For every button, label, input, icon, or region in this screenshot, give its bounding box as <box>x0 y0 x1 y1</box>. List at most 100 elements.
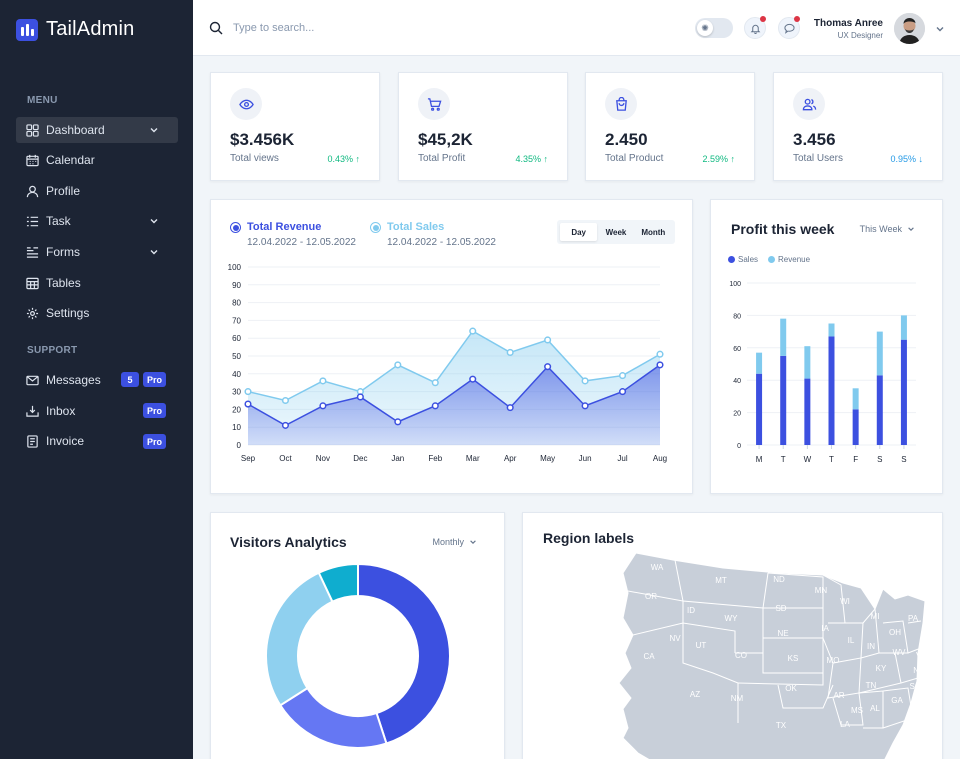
y-tick-label: 10 <box>232 423 241 432</box>
app-name: TailAdmin <box>46 18 135 40</box>
stat-label: Total Product <box>605 153 664 164</box>
data-point <box>618 388 627 396</box>
y-tick-label: 100 <box>228 263 242 272</box>
sidebar-item-profile[interactable]: Profile <box>16 178 178 204</box>
sidebar-item-inbox[interactable]: Inbox <box>16 398 178 424</box>
chat-button[interactable] <box>778 16 800 39</box>
bar <box>876 331 883 376</box>
sidebar-item-forms[interactable]: Forms <box>16 239 178 265</box>
series-area <box>248 364 660 445</box>
donut-slice <box>317 562 359 604</box>
data-point <box>506 348 514 356</box>
notification-button[interactable] <box>744 16 766 39</box>
state-label: MS <box>851 706 863 715</box>
state-label: UT <box>696 641 707 650</box>
donut-slice <box>265 571 334 707</box>
invoice-icon <box>27 434 38 448</box>
x-tick-label: T <box>829 455 834 464</box>
sidebar-item-invoice[interactable]: Invoice <box>16 428 178 454</box>
cart-icon <box>418 88 450 120</box>
pro-badge: Pro <box>143 403 166 418</box>
user-icon <box>26 185 39 197</box>
sidebar-item-settings[interactable]: Settings <box>16 300 178 326</box>
avatar[interactable] <box>894 13 925 44</box>
tab-day[interactable]: Day <box>560 223 598 241</box>
y-tick-label: 0 <box>737 443 741 450</box>
notification-dot <box>760 16 766 22</box>
legend-date-range: 12.04.2022 - 12.05.2022 <box>247 237 356 248</box>
visitors-analytics-card: Visitors Analytics Monthly <box>210 512 505 759</box>
chevron-down-icon <box>150 250 158 255</box>
bar <box>780 318 787 356</box>
sidebar-item-tables[interactable]: Tables <box>16 270 178 296</box>
legend-revenue[interactable]: Revenue <box>768 255 810 264</box>
x-tick-label: Jul <box>617 454 627 463</box>
sidebar-item-dashboard[interactable]: Dashboard <box>16 117 178 143</box>
data-point <box>581 377 589 385</box>
card-title: Profit this week <box>731 221 835 237</box>
data-point <box>356 393 364 401</box>
state-label: OK <box>785 684 797 693</box>
legend-total-sales[interactable]: Total Sales 12.04.2022 - 12.05.2022 <box>370 221 496 248</box>
x-tick-label: F <box>853 455 858 464</box>
dropdown-label: This Week <box>859 224 902 234</box>
state-label: MT <box>715 576 727 585</box>
state-label: MI <box>871 612 880 621</box>
x-tick-label: Nov <box>316 454 330 463</box>
state-label: KY <box>876 664 887 673</box>
sidebar-item-label: Settings <box>46 306 90 320</box>
y-tick-label: 60 <box>232 334 241 343</box>
data-point <box>656 350 664 358</box>
sidebar-item-calendar[interactable]: Calendar <box>16 147 178 173</box>
stat-change: 0.95% ↓ <box>890 154 923 164</box>
sidebar-item-task[interactable]: Task <box>16 208 178 234</box>
data-point <box>618 372 627 380</box>
bar <box>756 352 763 374</box>
x-tick-label: Dec <box>353 454 367 463</box>
forms-icon <box>26 246 39 258</box>
stat-card-profit: $45,2K Total Profit 4.35% ↑ <box>398 72 568 181</box>
legend-label: Total Sales <box>387 221 445 233</box>
pro-badge: Pro <box>143 372 166 387</box>
tab-week[interactable]: Week <box>605 227 627 237</box>
eye-icon <box>230 88 262 120</box>
messages-count-badge: 5 <box>121 372 139 387</box>
y-tick-label: 40 <box>232 370 241 379</box>
search-input[interactable] <box>233 19 433 37</box>
state-label: SD <box>775 604 786 613</box>
state-label: NE <box>777 629 788 638</box>
x-tick-label: T <box>781 455 786 464</box>
us-map: WA OR CA NV MT ID WY UT AZ CO NM ND SD NE KS OK TX MN IA MO… <box>618 552 927 759</box>
bar <box>900 339 907 445</box>
sidebar-item-messages[interactable]: Messages <box>16 367 178 393</box>
data-point <box>469 375 477 383</box>
stat-change: 4.35% ↑ <box>515 154 548 164</box>
dark-mode-toggle[interactable]: ✺ <box>695 18 733 38</box>
state-label: MO <box>827 656 840 665</box>
menu-section-title: MENU <box>27 95 58 106</box>
data-point <box>244 400 252 408</box>
chevron-down-icon[interactable] <box>935 24 945 34</box>
legend-date-range: 12.04.2022 - 12.05.2022 <box>387 237 496 248</box>
y-tick-label: 80 <box>232 299 241 308</box>
y-tick-label: 100 <box>729 281 741 288</box>
tab-month[interactable]: Month <box>641 227 666 237</box>
state-label: IN <box>867 642 875 651</box>
state-label: TX <box>776 721 787 730</box>
support-section-title: SUPPORT <box>27 345 78 356</box>
state-label: PA <box>908 614 919 623</box>
user-name[interactable]: Thomas Anree <box>813 18 883 29</box>
x-tick-label: Apr <box>504 454 517 463</box>
sidebar: TailAdmin MENU Dashboard Calendar Profil… <box>0 0 193 759</box>
search-icon[interactable] <box>209 21 223 35</box>
stat-change: 0.43% ↑ <box>327 154 360 164</box>
x-tick-label: S <box>901 455 906 464</box>
period-dropdown[interactable]: Monthly <box>432 537 477 547</box>
legend-sales[interactable]: Sales <box>728 255 758 264</box>
app-logo[interactable]: TailAdmin <box>16 18 135 41</box>
state-label: SC <box>909 682 920 691</box>
state-label: AZ <box>690 690 700 699</box>
legend-total-revenue[interactable]: Total Revenue 12.04.2022 - 12.05.2022 <box>230 221 356 248</box>
data-point <box>656 361 664 369</box>
period-dropdown[interactable]: This Week <box>860 224 915 234</box>
